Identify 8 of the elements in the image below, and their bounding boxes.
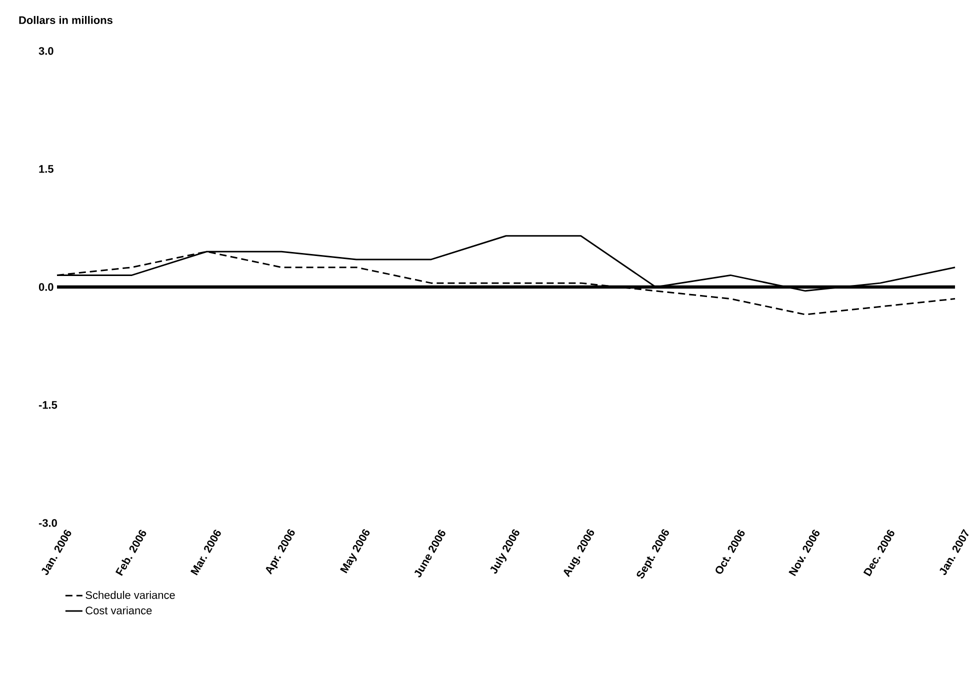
y-tick-label: 1.5 [39, 165, 54, 173]
legend-label: Cost variance [86, 606, 152, 614]
legend-label: Schedule variance [86, 590, 175, 599]
y-tick-label: -3.0 [38, 519, 57, 527]
y-axis-title: Dollars in millions [19, 16, 112, 24]
y-tick-label: 3.0 [38, 47, 54, 55]
y-tick-label: -1.5 [38, 401, 58, 409]
y-tick-label: 0.0 [38, 283, 54, 291]
